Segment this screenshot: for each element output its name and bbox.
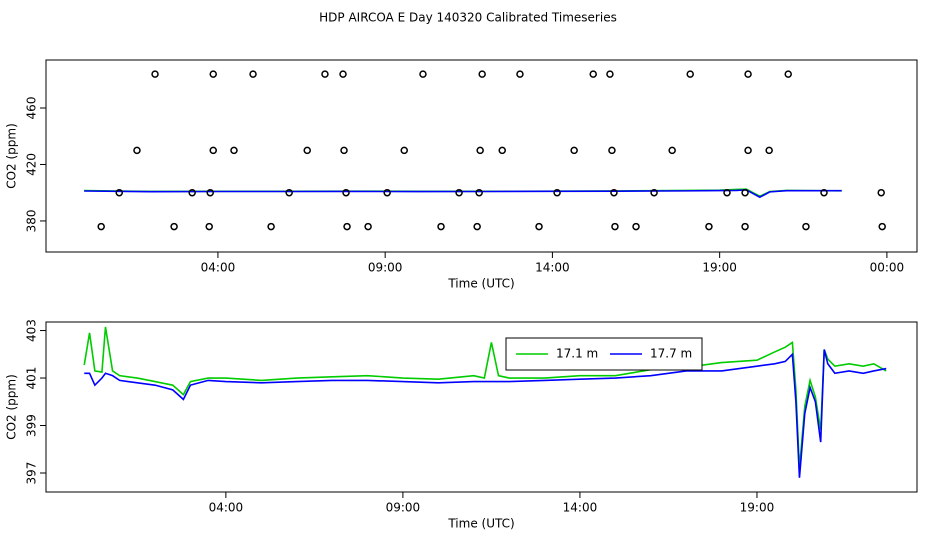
data-point <box>553 188 561 197</box>
data-point <box>285 188 293 197</box>
plot-frame <box>45 59 918 253</box>
x-axis-label: Time (UTC) <box>447 277 514 291</box>
x-axis-label: Time (UTC) <box>447 517 514 531</box>
data-point <box>97 222 105 231</box>
x-tick-label: 14:00 <box>535 261 570 275</box>
data-point <box>364 222 372 231</box>
data-point <box>473 222 481 231</box>
y-tick-label: 397 <box>25 462 39 485</box>
y-tick-label: 420 <box>25 153 39 176</box>
data-point <box>632 222 640 231</box>
data-point <box>437 222 445 231</box>
data-point <box>650 188 658 197</box>
figure-title: HDP AIRCOA E Day 140320 Calibrated Times… <box>319 11 617 25</box>
legend-label: 17.7 m <box>650 347 692 361</box>
data-point <box>820 188 828 197</box>
data-point <box>744 146 752 155</box>
data-point <box>606 70 614 78</box>
data-point <box>205 222 213 231</box>
y-axis-label: CO2 (ppm) <box>5 123 19 189</box>
x-tick-label: 19:00 <box>702 261 737 275</box>
data-point <box>744 70 752 78</box>
data-point <box>342 188 350 197</box>
data-point <box>115 188 124 197</box>
data-point <box>249 70 257 78</box>
legend-label: 17.1 m <box>556 347 598 361</box>
data-point <box>686 70 694 78</box>
data-point <box>498 146 506 155</box>
y-tick-label: 403 <box>25 319 39 342</box>
data-point <box>802 222 810 231</box>
data-point <box>878 222 886 231</box>
data-point <box>340 146 348 155</box>
data-point <box>209 70 217 78</box>
x-tick-label: 09:00 <box>386 501 421 515</box>
y-tick-label: 401 <box>25 367 39 390</box>
x-tick-label: 04:00 <box>209 501 244 515</box>
data-point <box>723 188 731 197</box>
x-tick-label: 04:00 <box>201 261 236 275</box>
data-point <box>267 222 275 231</box>
data-point <box>589 70 597 78</box>
data-point <box>784 70 792 78</box>
data-point <box>343 222 351 231</box>
data-point <box>877 188 885 197</box>
y-tick-label: 460 <box>25 97 39 120</box>
data-point <box>516 70 524 78</box>
y-axis-label: CO2 (ppm) <box>5 374 19 440</box>
data-point <box>206 188 214 197</box>
y-tick-label: 380 <box>25 209 39 232</box>
data-point <box>608 146 616 155</box>
data-line <box>83 326 887 469</box>
data-line <box>84 189 842 199</box>
data-point <box>133 146 141 155</box>
data-point <box>170 222 178 231</box>
data-point <box>419 70 427 78</box>
x-tick-label: 14:00 <box>563 501 598 515</box>
data-point <box>188 188 196 197</box>
x-tick-label: 09:00 <box>368 261 403 275</box>
data-point <box>535 222 543 231</box>
plot-frame <box>45 321 918 493</box>
data-point <box>741 222 749 231</box>
data-point <box>476 146 484 155</box>
data-point <box>303 146 311 155</box>
data-point <box>230 146 238 155</box>
data-point <box>570 146 578 155</box>
data-line <box>84 349 887 478</box>
y-tick-label: 399 <box>25 414 39 437</box>
data-point <box>151 70 159 78</box>
data-point <box>475 188 483 197</box>
data-point <box>400 146 408 155</box>
data-point <box>610 188 618 197</box>
data-point <box>611 222 619 231</box>
data-point <box>705 222 713 231</box>
data-point <box>765 146 773 155</box>
data-point <box>321 70 329 78</box>
data-point <box>668 146 676 155</box>
data-point <box>209 146 217 155</box>
data-point <box>455 188 463 197</box>
data-point <box>339 70 347 78</box>
data-point <box>383 188 391 197</box>
data-point <box>741 188 749 197</box>
x-tick-label: 19:00 <box>740 501 775 515</box>
x-tick-label: 00:00 <box>870 261 905 275</box>
data-point <box>478 70 486 78</box>
